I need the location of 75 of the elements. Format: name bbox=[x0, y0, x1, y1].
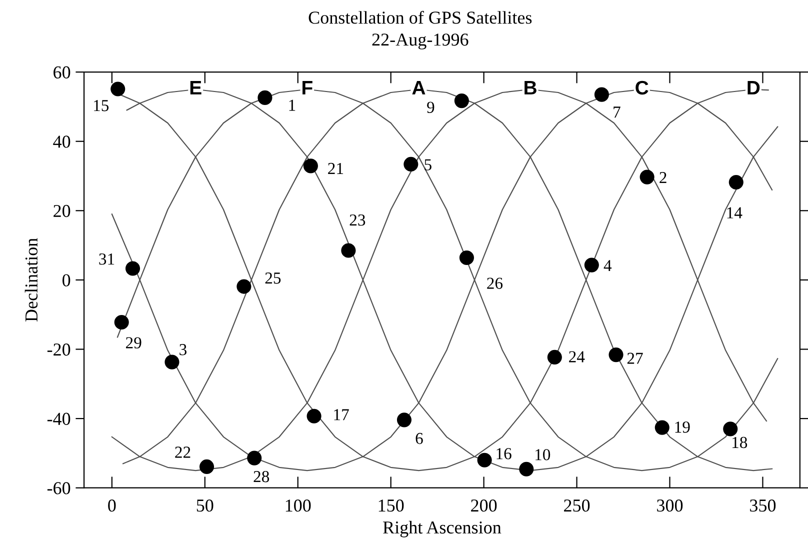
point bbox=[236, 279, 252, 294]
point bbox=[125, 261, 140, 276]
y-tick-label: 20 bbox=[54, 204, 70, 218]
annotation: 24 bbox=[569, 351, 585, 362]
point bbox=[454, 94, 469, 108]
point bbox=[459, 250, 474, 266]
annotation: 14 bbox=[727, 207, 742, 218]
point bbox=[654, 420, 670, 435]
y-axis-title: Declination bbox=[24, 238, 38, 322]
series-label: E bbox=[190, 81, 202, 94]
point bbox=[594, 87, 609, 102]
point bbox=[110, 82, 126, 96]
annotation: 15 bbox=[94, 100, 109, 112]
point bbox=[519, 462, 534, 476]
x-tick-label: 150 bbox=[378, 499, 404, 512]
y-tick-label: 60 bbox=[54, 66, 70, 78]
x-tick-label: 250 bbox=[564, 499, 590, 512]
x-tick-label: 350 bbox=[750, 499, 776, 512]
annotation: 28 bbox=[254, 470, 270, 482]
annotation: 3 bbox=[180, 344, 186, 356]
series-label: D bbox=[748, 81, 760, 94]
annotation: 7 bbox=[614, 106, 620, 118]
x-tick-label: 200 bbox=[471, 499, 497, 512]
point bbox=[640, 170, 654, 184]
series-label: B bbox=[524, 81, 536, 94]
point bbox=[547, 350, 562, 365]
x-axis-title: Right Ascension bbox=[383, 520, 502, 538]
point bbox=[396, 412, 412, 428]
annotation: 31 bbox=[99, 253, 114, 265]
x-tick-label: 300 bbox=[657, 499, 683, 512]
y-tick-label: -40 bbox=[47, 412, 70, 425]
y-tick-label: 40 bbox=[53, 136, 70, 148]
point bbox=[164, 354, 180, 370]
point bbox=[404, 156, 418, 172]
annotation: 19 bbox=[675, 422, 690, 433]
point bbox=[258, 90, 272, 105]
annotation: 16 bbox=[496, 448, 512, 460]
annotation: 29 bbox=[126, 337, 142, 348]
annotation: 23 bbox=[350, 214, 366, 226]
annotation: 17 bbox=[334, 409, 349, 420]
point bbox=[114, 314, 129, 330]
annotation: 4 bbox=[604, 260, 612, 272]
annotation: 10 bbox=[536, 449, 550, 460]
series-label: A bbox=[412, 81, 426, 94]
annotation: 6 bbox=[416, 432, 423, 444]
point bbox=[199, 459, 214, 474]
annotation: 2 bbox=[660, 172, 666, 184]
point bbox=[608, 348, 624, 362]
annotation: 21 bbox=[328, 162, 344, 174]
annotation: 26 bbox=[487, 278, 503, 289]
annotation: 18 bbox=[732, 436, 748, 448]
point bbox=[477, 452, 492, 468]
annotation: 9 bbox=[427, 102, 434, 113]
point bbox=[584, 258, 599, 272]
y-tick-label: -20 bbox=[47, 344, 70, 356]
series-label: F bbox=[302, 81, 312, 94]
x-tick-label: 100 bbox=[286, 499, 311, 512]
point bbox=[303, 158, 318, 174]
annotation: 27 bbox=[627, 352, 643, 364]
point bbox=[723, 422, 738, 436]
point bbox=[247, 450, 262, 466]
chart-title: Constellation of GPS Satellites bbox=[308, 10, 532, 24]
annotation: 22 bbox=[175, 446, 190, 458]
annotation: 25 bbox=[265, 272, 281, 284]
annotation: 5 bbox=[424, 159, 432, 170]
series-label: C bbox=[636, 80, 648, 95]
x-tick-label: 0 bbox=[108, 499, 116, 512]
x-tick-label: 50 bbox=[196, 499, 214, 512]
chart-subtitle: 22-Aug-1996 bbox=[372, 34, 468, 50]
y-tick-label: -60 bbox=[47, 482, 70, 494]
point bbox=[341, 243, 356, 258]
y-tick-label: 0 bbox=[62, 274, 70, 286]
annotation: 1 bbox=[289, 100, 296, 111]
point bbox=[306, 408, 322, 424]
point bbox=[728, 174, 744, 190]
